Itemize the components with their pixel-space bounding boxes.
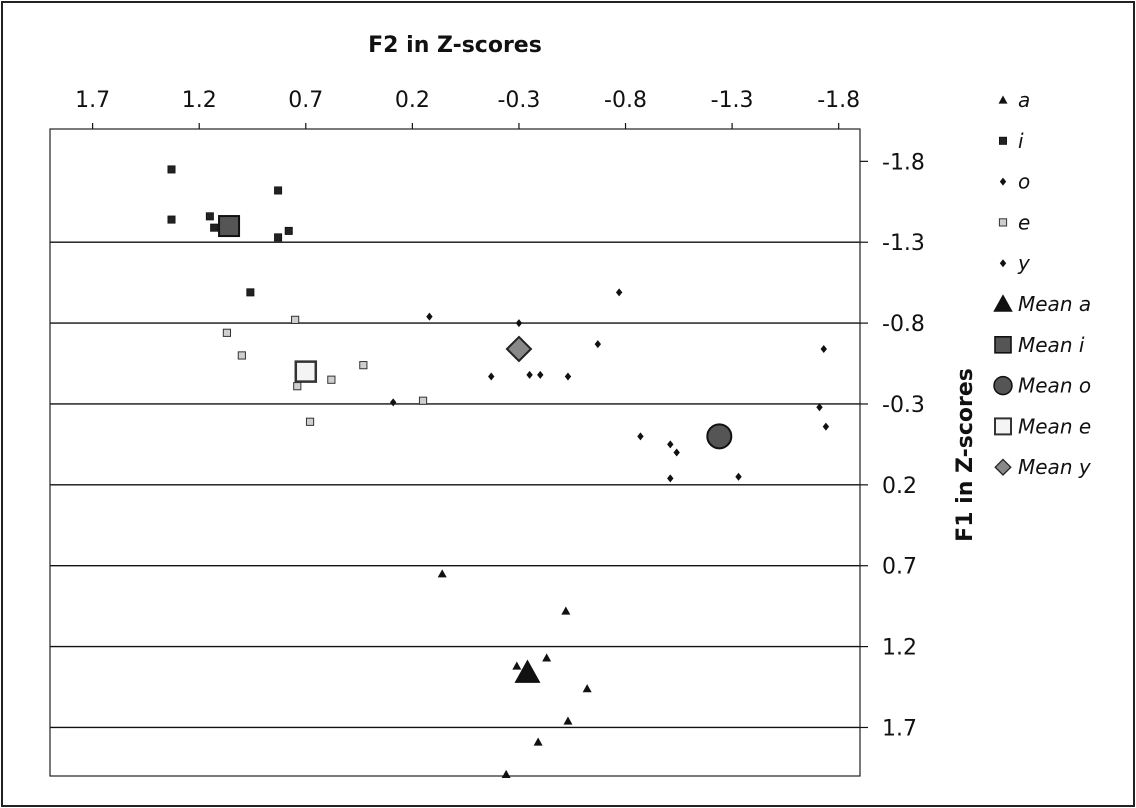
legend-label-i: i (1018, 129, 1024, 153)
point-o (637, 432, 644, 441)
point-e (305, 417, 315, 426)
point-o (426, 312, 433, 321)
gridlines (50, 241, 860, 729)
y-tick-label: 0.7 (882, 555, 917, 580)
legend-marker-group (994, 458, 1012, 476)
legend-label-mean-a: Mean a (1018, 292, 1091, 316)
legend-label-mean-e: Mean e (1018, 414, 1091, 438)
point-mean-e (294, 360, 318, 383)
x-tick-label: 1.2 (182, 88, 217, 113)
point-o (735, 472, 742, 481)
point-o (820, 344, 827, 353)
y-tick-label: 1.7 (882, 716, 917, 741)
point-o (537, 370, 544, 379)
legend-label-mean-i: Mean i (1018, 333, 1085, 357)
point-i (274, 186, 283, 195)
x-tick-label: 0.2 (395, 88, 430, 113)
point-o (673, 448, 680, 457)
legend-label-y: y (1017, 251, 1031, 275)
legend-marker-mean-e (993, 417, 1012, 436)
point-mean-i (218, 215, 241, 238)
x-tick-label: -0.8 (604, 88, 647, 113)
plot-area (49, 128, 861, 777)
point-y (488, 372, 495, 381)
x-axis-title: F2 in Z-scores (368, 33, 542, 58)
point-e (291, 315, 300, 324)
point-i (167, 165, 176, 174)
point-e (359, 361, 368, 370)
point-o (564, 372, 572, 381)
point-a (563, 716, 573, 725)
y-tick-label: -0.3 (882, 393, 925, 418)
point-a (533, 737, 543, 746)
data-points (167, 165, 830, 778)
point-i (205, 212, 214, 221)
legend-marker-mean-i (994, 335, 1012, 354)
legend-marker-a (998, 95, 1008, 104)
point-e (293, 382, 302, 391)
x-tick-label: -1.3 (711, 88, 754, 113)
point-a (512, 661, 522, 670)
point-e (237, 351, 246, 360)
point-o (816, 403, 823, 412)
legend-marker-mean-a (993, 294, 1013, 312)
point-a (582, 684, 592, 693)
legend-label-mean-o: Mean o (1018, 374, 1091, 398)
y-tick-label: 0.2 (882, 474, 917, 499)
legend-marker-group (994, 335, 1012, 354)
point-a (437, 569, 447, 578)
point-i (210, 223, 219, 232)
legend-label-a: a (1018, 88, 1030, 112)
legend-marker-group (993, 375, 1013, 396)
point-i (284, 226, 293, 235)
point-i (167, 215, 176, 224)
point-i (246, 288, 255, 297)
point-y (515, 319, 523, 328)
point-o (615, 288, 623, 297)
point-o (822, 422, 830, 431)
y-tick-label: -1.8 (882, 150, 925, 175)
point-y (389, 398, 397, 407)
x-tick-label: -1.8 (817, 88, 860, 113)
legend-marker-e (998, 218, 1008, 227)
point-a (542, 653, 552, 662)
point-mean-y (505, 335, 533, 363)
x-axis-ticks: 1.7 1.2 0.7 0.2 -0.3 -0.8 -1.3 -1.8 (75, 88, 860, 129)
y-tick-label: 1.2 (882, 636, 917, 661)
point-a (561, 606, 571, 615)
legend-marker-y (999, 259, 1007, 268)
y-tick-label: -0.8 (882, 312, 925, 337)
point-o (594, 340, 602, 349)
legend-marker-mean-o (993, 375, 1013, 396)
point-i (274, 233, 283, 242)
point-e (418, 396, 428, 405)
point-o (667, 474, 674, 483)
point-mean-a (514, 659, 541, 683)
legend-marker-mean-y (994, 458, 1012, 476)
point-e (222, 328, 232, 337)
x-tick-label: -0.3 (497, 88, 540, 113)
y-axis-ticks: -1.8 -1.3 -0.8 -0.3 0.2 0.7 1.2 1.7 (860, 150, 925, 741)
y-tick-label: -1.3 (882, 231, 925, 256)
legend-label-e: e (1018, 210, 1030, 234)
legend-marker-group (993, 417, 1012, 436)
legend-label-o: o (1018, 170, 1030, 194)
point-y (526, 370, 533, 379)
x-tick-label: 0.7 (288, 88, 323, 113)
point-a (501, 769, 511, 778)
legend-marker-group (993, 294, 1013, 312)
legend-marker-o (999, 177, 1007, 186)
legend-marker-i (999, 136, 1008, 145)
point-o (667, 440, 674, 449)
x-tick-label: 1.7 (75, 88, 110, 113)
y-axis-title: F1 in Z-scores (953, 368, 978, 542)
legend-label-mean-y: Mean y (1018, 455, 1092, 479)
point-mean-o (706, 423, 733, 450)
point-e (327, 375, 336, 384)
